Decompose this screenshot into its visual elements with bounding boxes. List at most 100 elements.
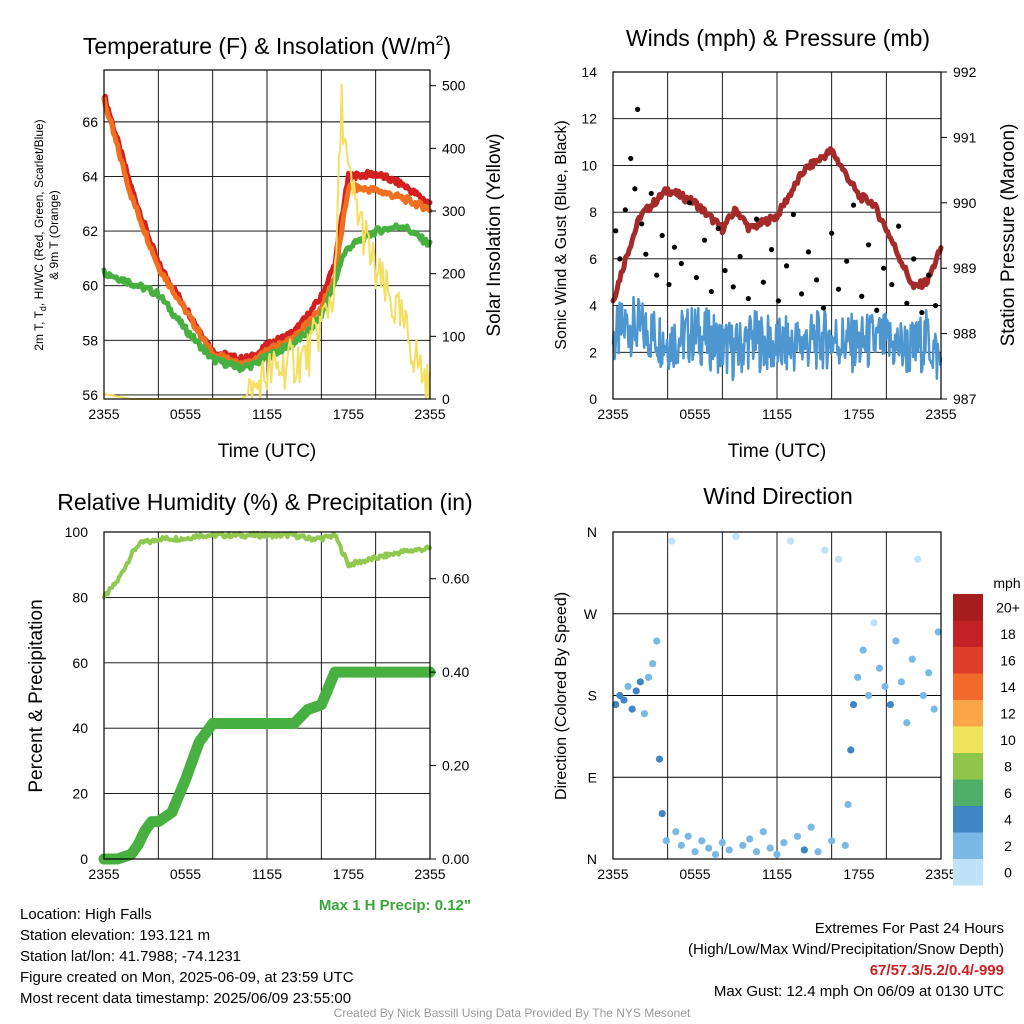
wind-direction-frame	[612, 531, 942, 860]
y-right-tick-label: 0.60	[442, 571, 469, 587]
legend-swatch	[953, 620, 983, 647]
gust-point	[643, 251, 649, 257]
direction-point	[834, 555, 843, 563]
direction-point	[725, 846, 733, 854]
y-tick-label: 12	[581, 111, 597, 127]
x-tick-label: 0555	[679, 866, 710, 882]
x-tick-label: 1755	[843, 406, 874, 422]
series-line-wind	[611, 295, 943, 382]
y-tick-label: 4	[589, 298, 597, 314]
y-tick-label: S	[588, 688, 597, 704]
direction-point	[628, 705, 636, 713]
extremes-values: 67/57.3/5.2/0.4/-999	[869, 962, 1004, 979]
y-right-tick-label: 100	[442, 328, 466, 344]
gust-point	[865, 242, 872, 248]
legend-swatch	[953, 647, 983, 674]
gust-point	[737, 253, 743, 260]
y-tick-label: 0	[589, 391, 597, 407]
direction-point	[759, 828, 767, 836]
direction-point	[620, 696, 628, 704]
gust-point	[613, 228, 619, 234]
x-tick-label: 2355	[88, 406, 119, 422]
series-line-relative-humidity	[102, 530, 432, 600]
direction-point	[653, 637, 661, 645]
temperature-frame	[103, 69, 431, 400]
legend-label: 12	[1000, 705, 1016, 721]
direction-point	[925, 669, 933, 677]
temperature-ylabel-line1: 2m T, Td, HI/WC (Red, Green, Scarlet/Blu…	[32, 119, 48, 350]
station-info: Location: High Falls Station elevation: …	[20, 904, 354, 1009]
direction-point	[870, 619, 878, 627]
y-tick-label: 10	[581, 157, 597, 173]
y-right-tick-label: 990	[953, 195, 977, 211]
y-tick-label: 56	[82, 387, 98, 403]
gust-point	[693, 274, 699, 281]
y-right-tick-label: 0	[442, 391, 450, 407]
y-tick-label: 60	[82, 278, 98, 294]
winds-series	[610, 106, 944, 382]
temperature-panel: Temperature (F) & Insolation (W/m2) 56 58…	[32, 32, 505, 462]
x-tick-label: 0555	[170, 406, 201, 422]
gust-point	[715, 225, 721, 232]
direction-point	[807, 823, 815, 831]
gust-point	[745, 295, 751, 302]
humidity-series	[98, 530, 436, 865]
x-tick-label: 1755	[333, 406, 364, 422]
legend-swatch	[953, 832, 983, 859]
station-latlon: Station lat/lon: 41.7988; -74.1231	[20, 948, 242, 965]
legend-label: 6	[1004, 785, 1012, 801]
gust-point	[881, 265, 887, 271]
gust-point	[904, 300, 910, 306]
direction-point	[718, 839, 726, 847]
gust-point	[850, 202, 857, 208]
x-tick-label: 2355	[597, 866, 628, 882]
x-tick-label: 2355	[414, 866, 445, 882]
direction-point	[705, 844, 713, 852]
station-elevation: Station elevation: 193.121 m	[20, 927, 211, 944]
y-tick-label: 8	[589, 204, 597, 220]
direction-point	[677, 841, 685, 849]
direction-point	[739, 841, 747, 849]
direction-point	[766, 844, 774, 852]
y-right-tick-label: 987	[953, 391, 977, 407]
y-right-tick-label: 989	[953, 260, 977, 276]
pressure-ylabel: Station Pressure (Maroon)	[998, 124, 1019, 347]
legend-swatch	[953, 673, 983, 700]
x-tick-label: 1155	[252, 866, 282, 882]
y-tick-label: N	[587, 851, 597, 867]
gust-point	[678, 260, 684, 267]
temperature-xlabel: Time (UTC)	[218, 441, 317, 462]
humidity-grid	[104, 531, 430, 860]
gust-point	[635, 106, 641, 112]
y-tick-label: 64	[82, 168, 98, 184]
data-timestamp: Most recent data timestamp: 2025/06/09 2…	[20, 990, 352, 1007]
gust-point	[919, 309, 925, 316]
y-right-tick-label: 0.40	[442, 664, 469, 680]
speed-legend: 20+ 18 16 14 12 10 8 6 4 2 0	[953, 594, 1020, 886]
direction-point	[841, 841, 849, 849]
max-gust: Max Gust: 12.4 mph On 06/09 at 0130 UTC	[713, 983, 1004, 1000]
extremes-title: Extremes For Past 24 Hours	[814, 920, 1004, 937]
footer-credit: Created By Nick Bassill Using Data Provi…	[333, 1006, 691, 1020]
temperature-title: Temperature (F) & Insolation (W/m2)	[83, 32, 451, 59]
gust-point	[820, 305, 827, 311]
direction-point	[875, 664, 884, 672]
x-tick-label: 2355	[925, 866, 956, 882]
legend-label: 2	[1004, 838, 1012, 854]
direction-point	[919, 691, 927, 700]
temperature-ticks: 56 58 60 62 64 66 0 100 200 300 400 500 2355 0555 1155…	[82, 78, 465, 422]
direction-point	[903, 719, 911, 727]
y-tick-label: W	[584, 606, 598, 622]
direction-point	[684, 832, 692, 840]
legend-swatch	[953, 594, 983, 621]
gust-point	[790, 211, 797, 218]
gust-point	[628, 155, 634, 162]
gust-point	[829, 230, 835, 236]
gust-point	[648, 190, 654, 197]
direction-point	[854, 673, 862, 681]
y-tick-label: 62	[82, 223, 98, 239]
direction-point	[892, 637, 900, 645]
direction-point	[849, 700, 858, 709]
gust-point	[835, 286, 842, 292]
